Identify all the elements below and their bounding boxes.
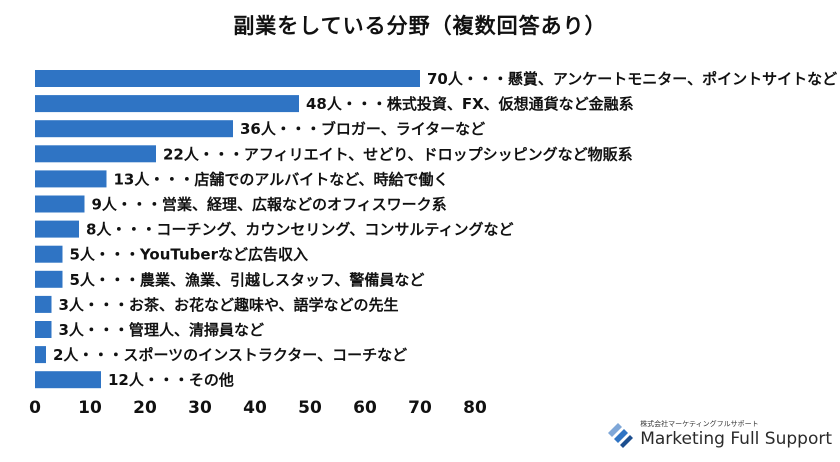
- x-tick-20: 20: [133, 398, 157, 418]
- data-labels-group: 70人・・・懸賞、アンケートモニター、ポイントサイトなど 48人・・・株式投資、F…: [53, 70, 837, 389]
- bar-label-12: 12人・・・その他: [108, 371, 234, 389]
- chart-title: 副業をしている分野（複数回答あり）: [233, 14, 607, 38]
- bar-label-0: 70人・・・懸賞、アンケートモニター、ポイントサイトなど: [427, 70, 837, 88]
- bar-7: [35, 245, 63, 263]
- x-tick-80: 80: [463, 398, 487, 418]
- x-tick-50: 50: [298, 398, 322, 418]
- bar-label-10: 3人・・・管理人、清掃員など: [59, 321, 264, 339]
- company-logo: 株式会社マーケティングフルサポート Marketing Full Support: [604, 416, 832, 452]
- x-tick-0: 0: [29, 398, 41, 418]
- logo-mark-icon: [608, 423, 634, 448]
- x-tick-10: 10: [78, 398, 102, 418]
- bar-label-3: 22人・・・アフィリエイト、せどり、ドロップシッピングなど物販系: [163, 145, 633, 163]
- bar-label-2: 36人・・・ブロガー、ライターなど: [240, 120, 485, 138]
- bar-label-6: 8人・・・コーチング、カウンセリング、コンサルティングなど: [86, 221, 513, 239]
- bar-12: [35, 371, 101, 389]
- bar-8: [35, 270, 63, 288]
- x-axis-ticks-group: 0 10 20 30 40 50 60 70 80: [29, 398, 487, 418]
- bar-label-9: 3人・・・お茶、お花など趣味や、語学などの先生: [59, 296, 399, 314]
- bar-label-5: 9人・・・営業、経理、広報などのオフィスワーク系: [92, 196, 447, 214]
- bar-label-1: 48人・・・株式投資、FX、仮想通貨など金融系: [306, 95, 634, 113]
- bar-1: [35, 95, 299, 113]
- bar-4: [35, 170, 107, 188]
- bar-10: [35, 321, 52, 338]
- x-tick-30: 30: [188, 398, 212, 418]
- bar-0: [35, 70, 420, 87]
- logo-company-small-text: 株式会社マーケティングフルサポート: [640, 419, 759, 428]
- bar-label-11: 2人・・・スポーツのインストラクター、コーチなど: [53, 346, 407, 364]
- x-tick-70: 70: [408, 398, 432, 418]
- bar-3: [35, 145, 156, 163]
- bar-label-8: 5人・・・農業、漁業、引越しスタッフ、警備員など: [70, 271, 425, 289]
- x-tick-40: 40: [243, 398, 267, 418]
- bar-6: [35, 220, 79, 238]
- bars-group: [35, 70, 420, 389]
- logo-company-name: Marketing Full Support: [640, 428, 832, 449]
- bar-label-7: 5人・・・YouTuberなど広告収入: [70, 246, 308, 264]
- bar-label-4: 13人・・・店舗でのアルバイトなど、時給で働く: [114, 170, 449, 188]
- bar-2: [35, 120, 233, 138]
- bar-9: [35, 295, 52, 313]
- bar-5: [35, 195, 85, 213]
- bar-11: [35, 346, 46, 364]
- x-tick-60: 60: [353, 398, 377, 418]
